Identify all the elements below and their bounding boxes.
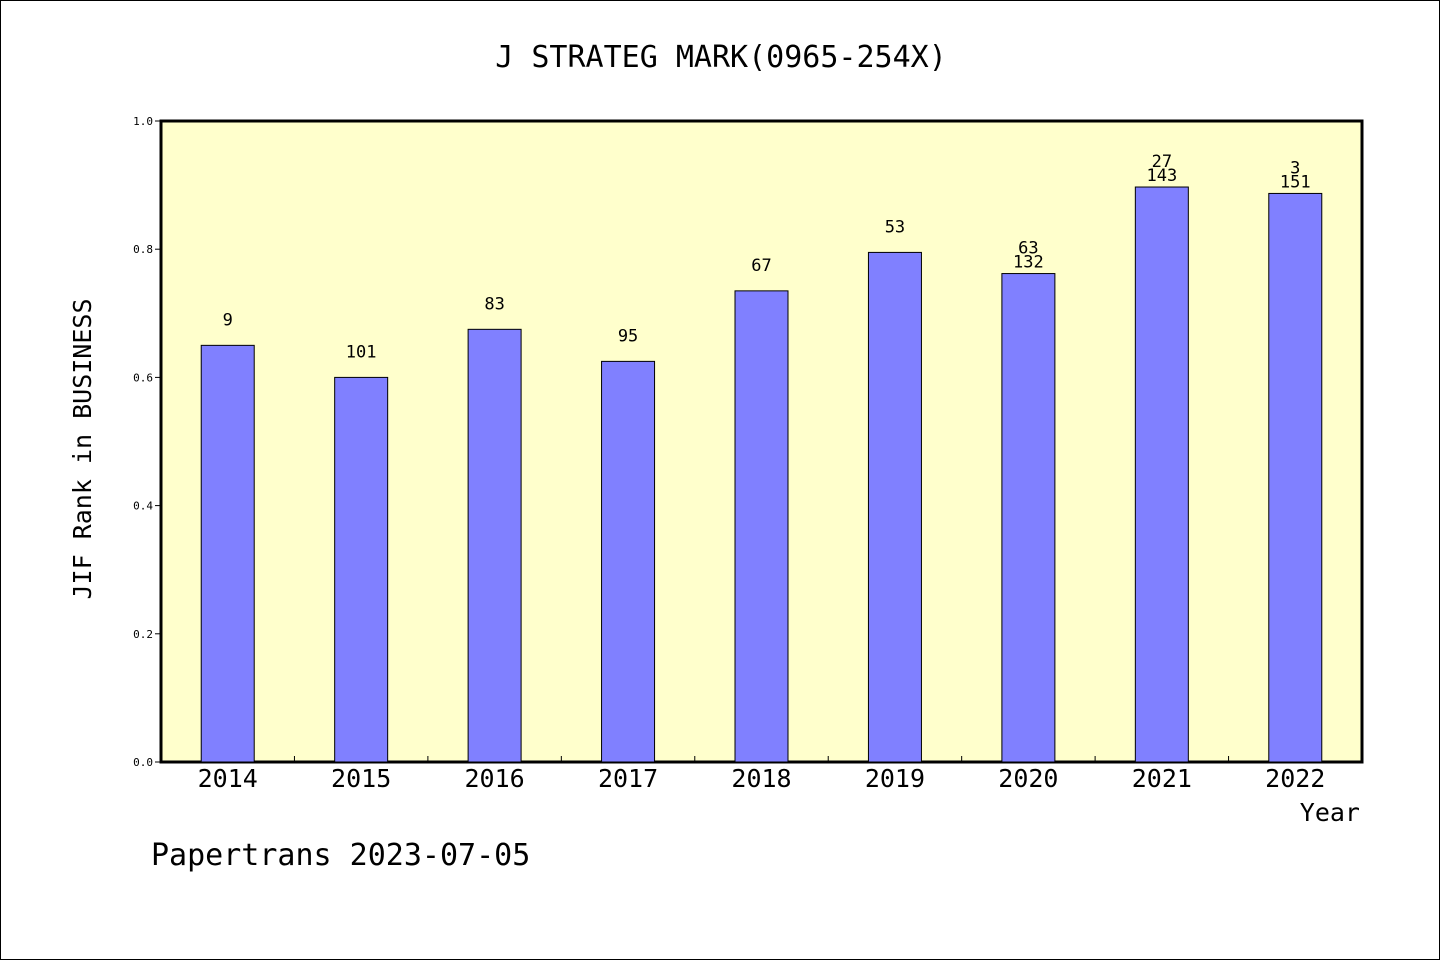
bar-2019 <box>867 251 922 763</box>
data-label-upper: 63 <box>1018 239 1038 259</box>
bars-group <box>200 186 1323 763</box>
y-tick-label: 1.0 <box>133 115 153 128</box>
data-label: 101 <box>346 342 377 362</box>
bar-2016 <box>467 328 522 763</box>
x-axis-labels: 2014 2015 2016 2017 2018 2019 2020 2021 2022 <box>198 764 1326 793</box>
chart-title: J STRATEG MARK(0965-254X) <box>495 40 947 75</box>
y-tick-label: 0.2 <box>133 628 153 641</box>
bar-2014 <box>200 344 255 763</box>
x-axis-ticks <box>293 756 1230 762</box>
y-tick-label: 0.0 <box>133 756 153 769</box>
bar-2021 <box>1134 186 1189 763</box>
x-tick-label: 2019 <box>865 764 925 793</box>
bar-2022 <box>1268 192 1323 763</box>
y-tick-label: 0.8 <box>133 243 153 256</box>
bar-2020 <box>1001 273 1056 763</box>
data-label-upper: 3 <box>1290 158 1300 178</box>
data-label-lower: 143 <box>1146 166 1177 186</box>
data-label-lower: 132 <box>1013 253 1044 273</box>
x-tick-label: 2016 <box>465 764 525 793</box>
bar-2018 <box>734 290 789 763</box>
data-label: 67 <box>751 256 771 276</box>
y-axis-label: JIF Rank in BUSINESS <box>68 298 97 599</box>
x-tick-label: 2021 <box>1132 764 1192 793</box>
x-axis-label: Year <box>1300 798 1360 827</box>
footer-text: Papertrans 2023-07-05 <box>151 838 530 873</box>
x-tick-label: 2020 <box>998 764 1058 793</box>
data-label: 9 <box>223 310 233 330</box>
x-tick-label: 2014 <box>198 764 258 793</box>
data-label-lower: 151 <box>1280 172 1311 192</box>
y-tick-label: 0.4 <box>133 500 153 513</box>
x-tick-label: 2017 <box>598 764 658 793</box>
y-axis-ticks: 0.0 0.2 0.4 0.6 0.8 1.0 <box>133 115 161 769</box>
y-tick-label: 0.6 <box>133 371 153 384</box>
x-tick-label: 2018 <box>731 764 791 793</box>
x-tick-label: 2022 <box>1265 764 1325 793</box>
data-label: 53 <box>885 217 905 237</box>
bar-2015 <box>334 376 389 763</box>
x-tick-label: 2015 <box>331 764 391 793</box>
data-label-upper: 27 <box>1152 152 1172 172</box>
data-label: 95 <box>618 326 638 346</box>
bar-2017 <box>601 360 656 763</box>
data-label: 83 <box>484 294 504 314</box>
